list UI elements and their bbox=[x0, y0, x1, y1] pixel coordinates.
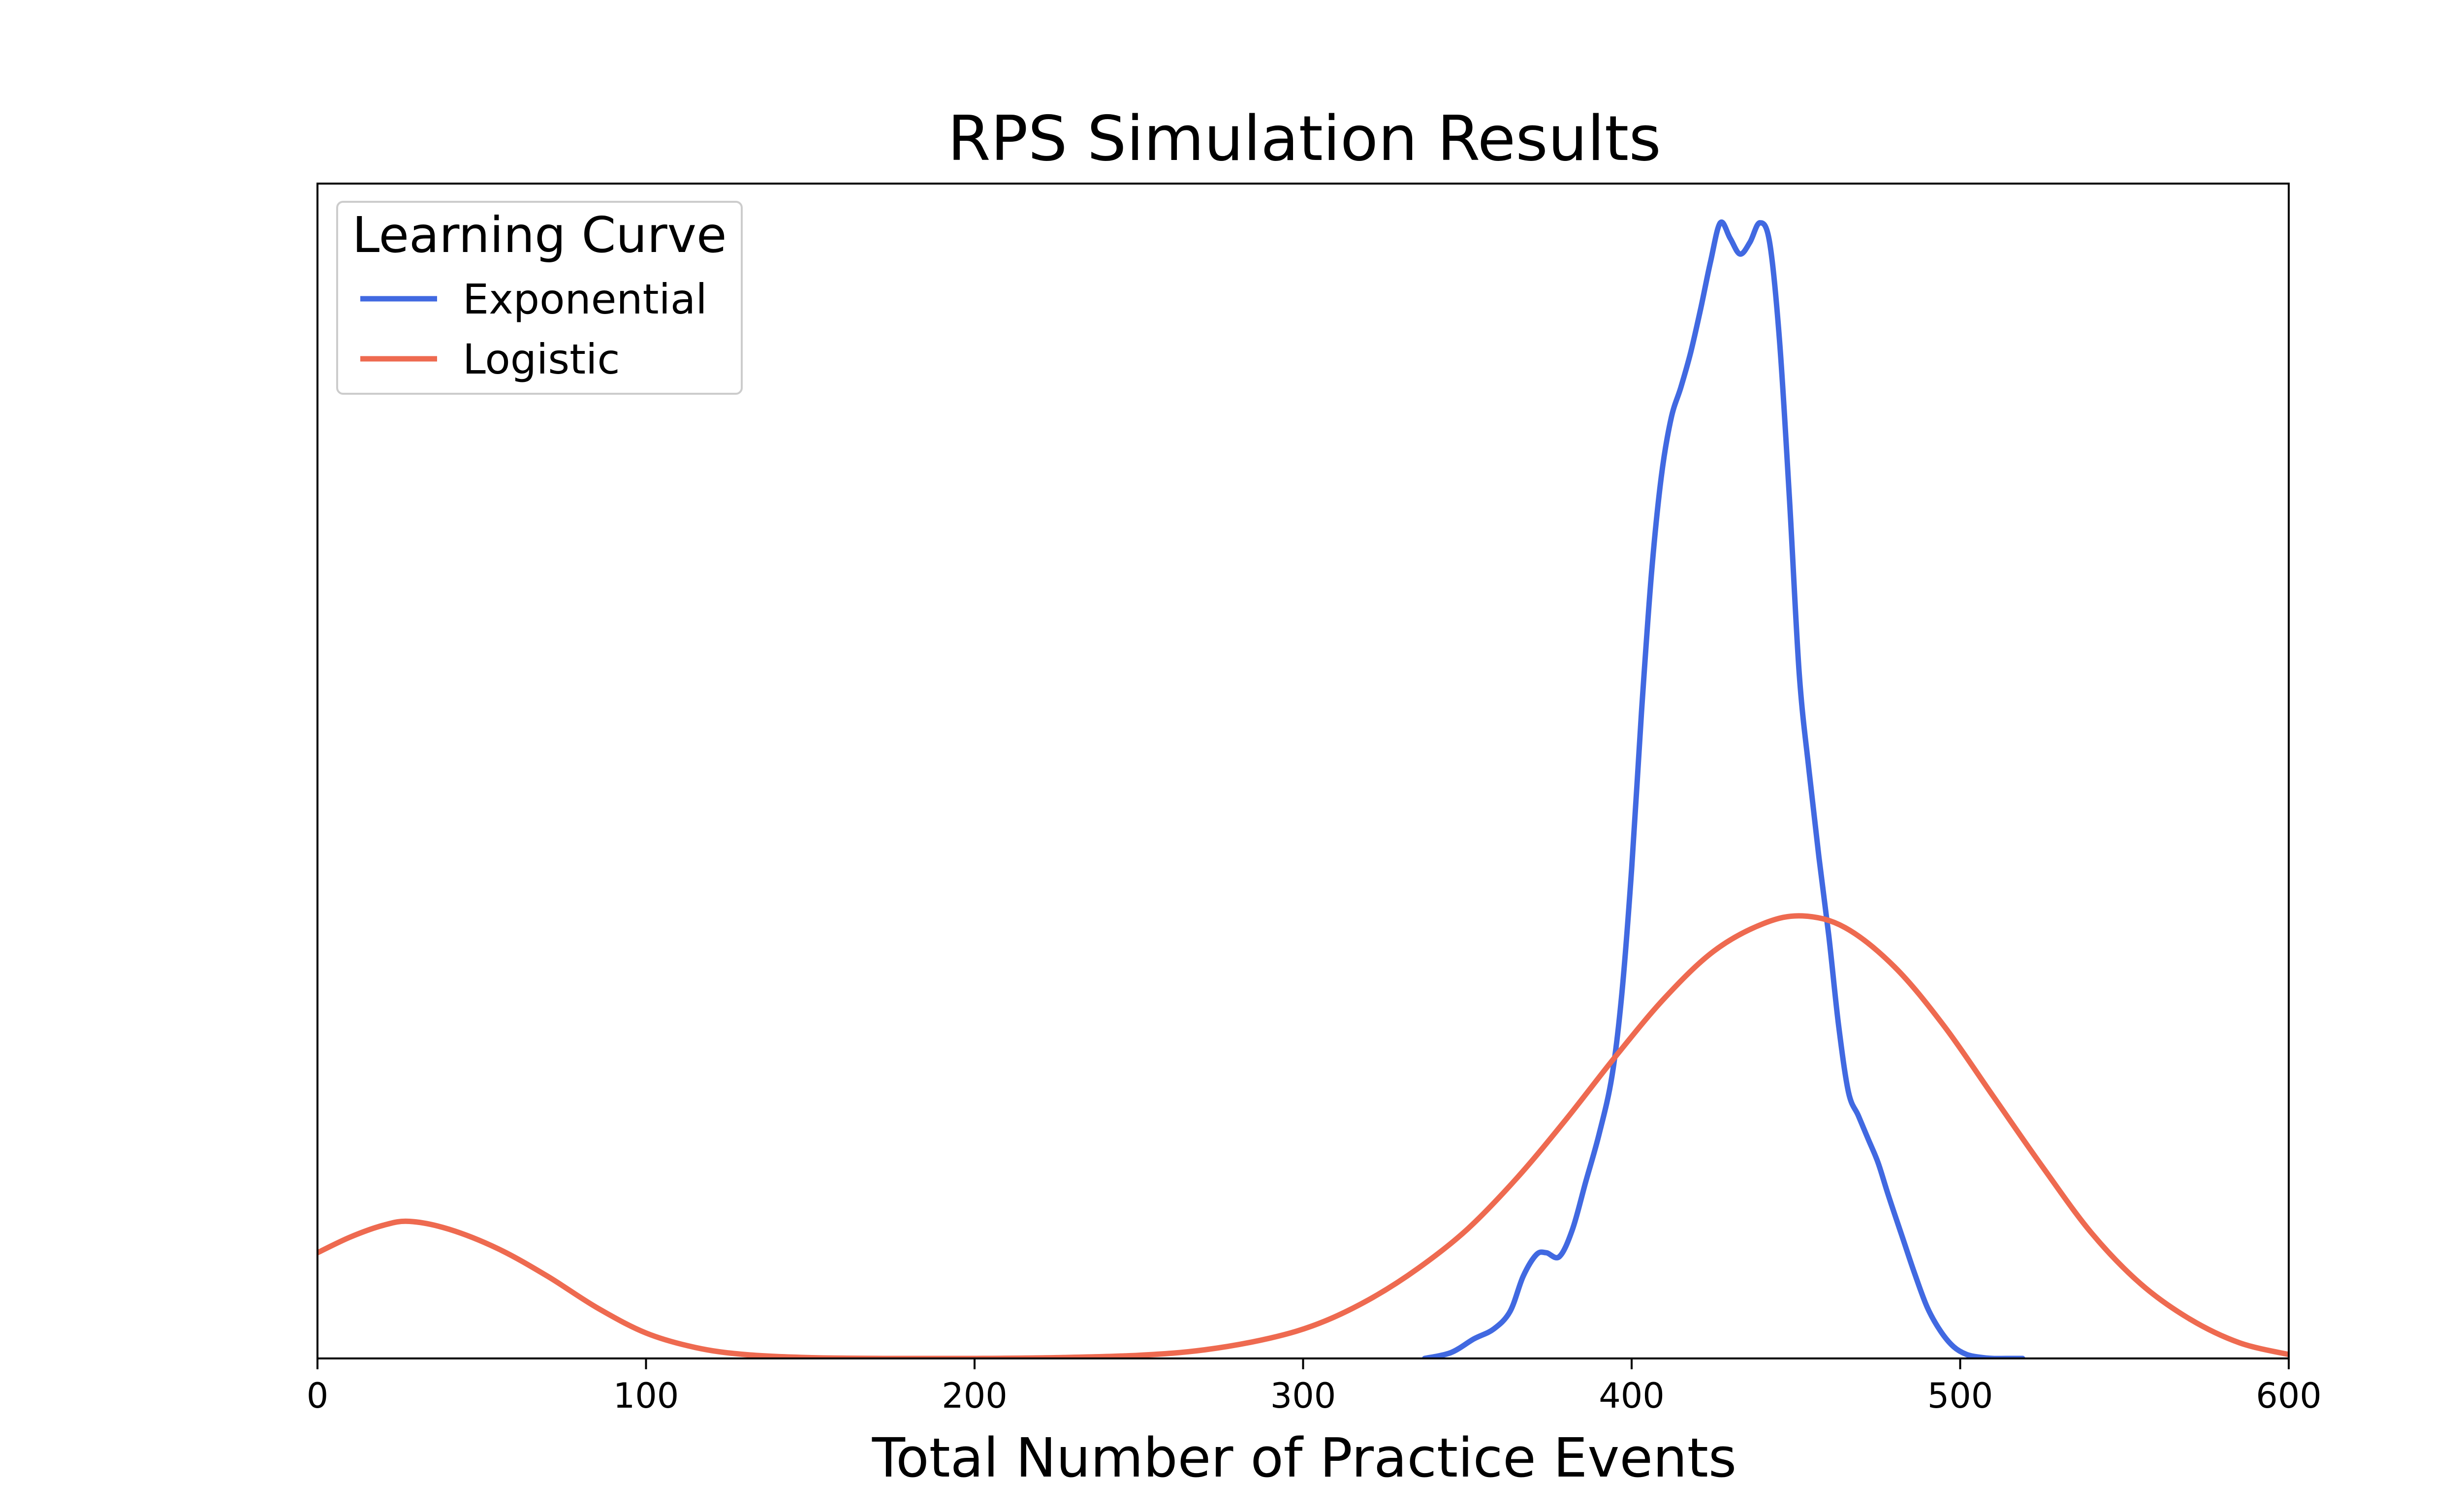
x-tick-label: 100 bbox=[613, 1376, 679, 1416]
legend-label-exponential: Exponential bbox=[463, 275, 707, 323]
x-tick-label: 300 bbox=[1270, 1376, 1336, 1416]
x-axis: 0 100 200 300 400 500 600 bbox=[307, 1358, 2322, 1416]
legend-title: Learning Curve bbox=[352, 206, 727, 264]
x-tick-label: 200 bbox=[942, 1376, 1008, 1416]
legend-label-logistic: Logistic bbox=[463, 335, 620, 383]
legend: Learning Curve Exponential Logistic bbox=[336, 201, 743, 395]
legend-box bbox=[336, 201, 743, 395]
x-tick-label: 500 bbox=[1927, 1376, 1993, 1416]
x-tick-label: 600 bbox=[2256, 1376, 2322, 1416]
x-tick-label: 0 bbox=[307, 1376, 329, 1416]
series-line-logistic bbox=[317, 913, 2289, 1358]
series-line-exponential bbox=[1422, 219, 2025, 1358]
chart-title: RPS Simulation Results bbox=[947, 102, 1661, 175]
x-tick-label: 400 bbox=[1599, 1376, 1665, 1416]
x-axis-label: Total Number of Practice Events bbox=[872, 1426, 1736, 1489]
series-lines bbox=[317, 219, 2289, 1358]
